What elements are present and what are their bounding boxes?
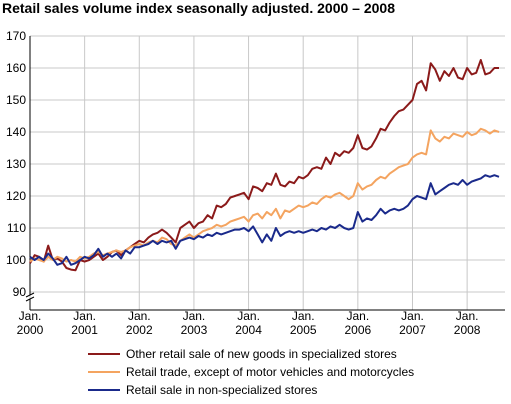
x-tick-label: Jan. <box>237 309 260 323</box>
legend-swatch-retail-trade <box>88 371 120 373</box>
legend-item-non-specialized: Retail sale in non-specialized stores <box>88 381 414 399</box>
x-tick-label: Jan. <box>456 309 479 323</box>
x-tick-label: Jan. <box>183 309 206 323</box>
legend-label-non-specialized: Retail sale in non-specialized stores <box>126 383 318 397</box>
y-tick-label: 160 <box>6 61 26 75</box>
y-tick-label: 150 <box>6 93 26 107</box>
legend-swatch-specialized <box>88 353 120 355</box>
series-line-1 <box>29 127 500 263</box>
y-tick-label: 100 <box>6 253 26 267</box>
x-tick-label: Jan. <box>128 309 151 323</box>
x-tick-year: 2007 <box>399 323 426 337</box>
x-tick-label: Jan. <box>73 309 96 323</box>
legend-item-specialized: Other retail sale of new goods in specia… <box>88 345 414 363</box>
x-tick-year: 2002 <box>126 323 153 337</box>
x-tick-label: Jan. <box>347 309 370 323</box>
x-tick-year: 2008 <box>454 323 481 337</box>
y-tick-label: 120 <box>6 189 26 203</box>
x-tick-label: Jan. <box>19 309 42 323</box>
x-tick-year: 2001 <box>71 323 98 337</box>
chart-svg: 90100110120130140150160170Jan.2000Jan.20… <box>6 29 505 337</box>
legend-swatch-non-specialized <box>88 389 120 391</box>
legend-label-specialized: Other retail sale of new goods in specia… <box>126 347 397 361</box>
y-tick-label: 110 <box>7 221 26 235</box>
y-tick-label: 130 <box>6 157 26 171</box>
x-tick-year: 2004 <box>235 323 262 337</box>
legend: Other retail sale of new goods in specia… <box>88 345 414 399</box>
x-tick-year: 2005 <box>290 323 317 337</box>
chart-title: Retail sales volume index seasonally adj… <box>2 0 395 16</box>
y-tick-label: 90 <box>13 285 27 299</box>
x-tick-label: Jan. <box>401 309 424 323</box>
x-tick-label: Jan. <box>292 309 315 323</box>
x-tick-year: 2003 <box>181 323 208 337</box>
x-tick-year: 2000 <box>17 323 44 337</box>
legend-label-retail-trade: Retail trade, except of motor vehicles a… <box>126 365 415 379</box>
x-tick-year: 2006 <box>344 323 371 337</box>
y-tick-label: 140 <box>6 125 26 139</box>
series-line-0 <box>29 59 499 272</box>
y-tick-label: 170 <box>6 29 26 43</box>
legend-item-retail-trade: Retail trade, except of motor vehicles a… <box>88 363 414 381</box>
axis-break-mark <box>25 292 35 298</box>
series-line-2 <box>29 174 500 266</box>
axis-break-mark <box>25 296 35 302</box>
